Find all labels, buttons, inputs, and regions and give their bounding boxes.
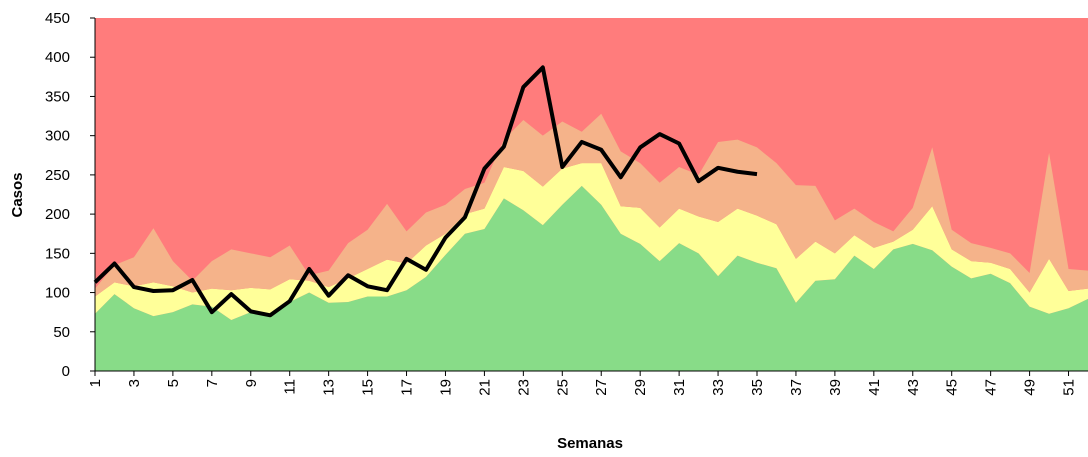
x-tick-label: 27	[593, 379, 610, 396]
x-tick-label: 19	[437, 379, 454, 396]
x-tick-label: 7	[204, 379, 221, 387]
x-tick-label: 13	[321, 379, 338, 396]
x-tick-label: 51	[1061, 379, 1078, 396]
x-tick-label: 47	[983, 379, 1000, 396]
y-tick-label: 150	[45, 245, 70, 262]
y-tick-label: 100	[45, 285, 70, 302]
y-tick-label: 0	[62, 363, 70, 380]
area	[95, 185, 1088, 371]
y-axis-title: Casos	[9, 172, 26, 217]
x-tick-label: 39	[827, 379, 844, 396]
y-tick-label: 450	[45, 10, 70, 27]
x-tick-label: 41	[866, 379, 883, 396]
x-tick-label: 43	[905, 379, 922, 396]
x-tick-label: 45	[944, 379, 961, 396]
x-tick-label: 17	[399, 379, 416, 396]
x-tick-label: 21	[476, 379, 493, 396]
x-tick-label: 29	[632, 379, 649, 396]
x-axis-title: Semanas	[557, 435, 623, 452]
x-tick-label: 33	[710, 379, 727, 396]
x-tick-label: 1	[87, 379, 104, 387]
y-tick-label: 200	[45, 206, 70, 223]
x-tick-label: 31	[671, 379, 688, 396]
x-tick-label: 5	[165, 379, 182, 387]
x-tick-label: 11	[282, 379, 299, 395]
y-tick-label: 350	[45, 88, 70, 105]
x-tick-label: 37	[788, 379, 805, 396]
y-tick-label: 50	[53, 324, 70, 341]
y-tick-label: 300	[45, 128, 70, 145]
y-tick-label: 250	[45, 167, 70, 184]
x-tick-label: 35	[749, 379, 766, 396]
x-tick-label: 15	[360, 379, 377, 396]
line	[93, 65, 758, 318]
x-tick-label: 23	[515, 379, 532, 396]
x-tick-label: 49	[1022, 379, 1039, 396]
area	[95, 113, 1088, 297]
x-tick-label: 3	[126, 379, 143, 387]
y-tick-label: 400	[45, 49, 70, 66]
x-tick-label: 25	[554, 379, 571, 396]
x-tick-label: 9	[243, 379, 260, 387]
